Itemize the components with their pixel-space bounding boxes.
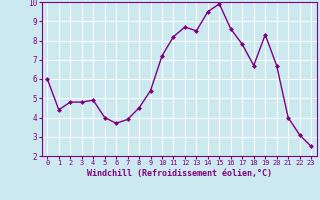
X-axis label: Windchill (Refroidissement éolien,°C): Windchill (Refroidissement éolien,°C) [87,169,272,178]
